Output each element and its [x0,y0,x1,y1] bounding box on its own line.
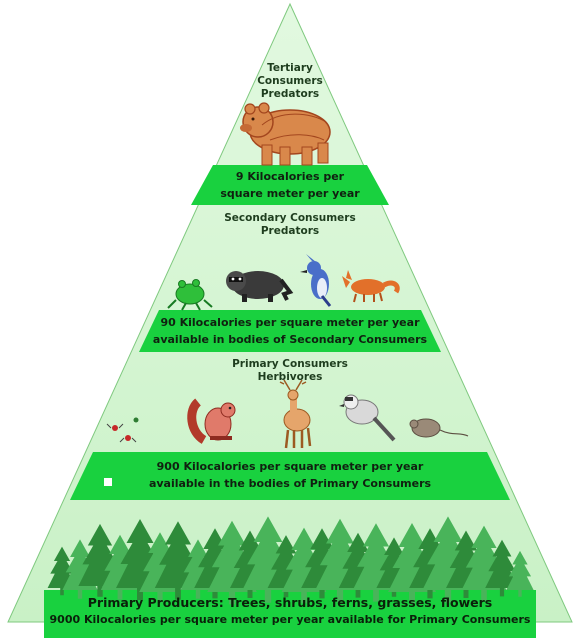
energy-line: available in the bodies of Primary Consu… [148,477,432,490]
tier-title-line: Predators [260,225,320,237]
band-producers [44,590,536,638]
band-secondary [139,310,441,352]
insects-icon [106,417,139,443]
band-primary [70,452,510,500]
tier-title-line: Primary Consumers [232,358,348,370]
producers-energy: 9000 Kilocalories per square meter per y… [49,613,531,626]
energy-line: 9 Kilocalories per [235,170,345,183]
gray-jay-icon [339,394,396,442]
bear-icon [240,102,331,166]
tier-title-line: Predators [260,88,320,100]
blue-jay-icon [300,254,332,307]
deer-icon [279,379,312,449]
tier-title-line: Tertiary [267,62,313,74]
energy-line: square meter per year [220,187,360,200]
square-marker [104,478,112,486]
energy-label-secondary: 90 Kilocalories per square meter per yea… [140,314,440,348]
band-tertiary [191,165,389,205]
energy-line: available in bodies of Secondary Consume… [152,333,428,346]
tier-title-secondary: Secondary Consumers Predators [190,212,390,238]
tier-title-line: Secondary Consumers [224,212,356,224]
producers-title: Primary Producers: Trees, shrubs, ferns,… [87,595,493,610]
fox-icon [342,270,400,303]
energy-label-tertiary: 9 Kilocalories per square meter per year [200,168,380,202]
energy-line: 90 Kilocalories per square meter per yea… [160,316,420,329]
tier-title-line: Consumers [257,75,323,87]
producers-label: Primary Producers: Trees, shrubs, ferns,… [44,594,536,628]
tier-title-tertiary: Tertiary Consumers Predators [230,62,350,101]
mouse-icon [409,418,469,438]
tier-title-primary: Primary Consumers Herbivores [190,358,390,384]
frog-icon [167,279,213,311]
squirrel-icon [187,398,236,444]
tier-title-line: Herbivores [257,371,323,383]
energy-label-primary: 900 Kilocalories per square meter per ye… [120,458,460,492]
raccoon-icon [226,271,294,302]
energy-line: 900 Kilocalories per square meter per ye… [156,460,424,473]
